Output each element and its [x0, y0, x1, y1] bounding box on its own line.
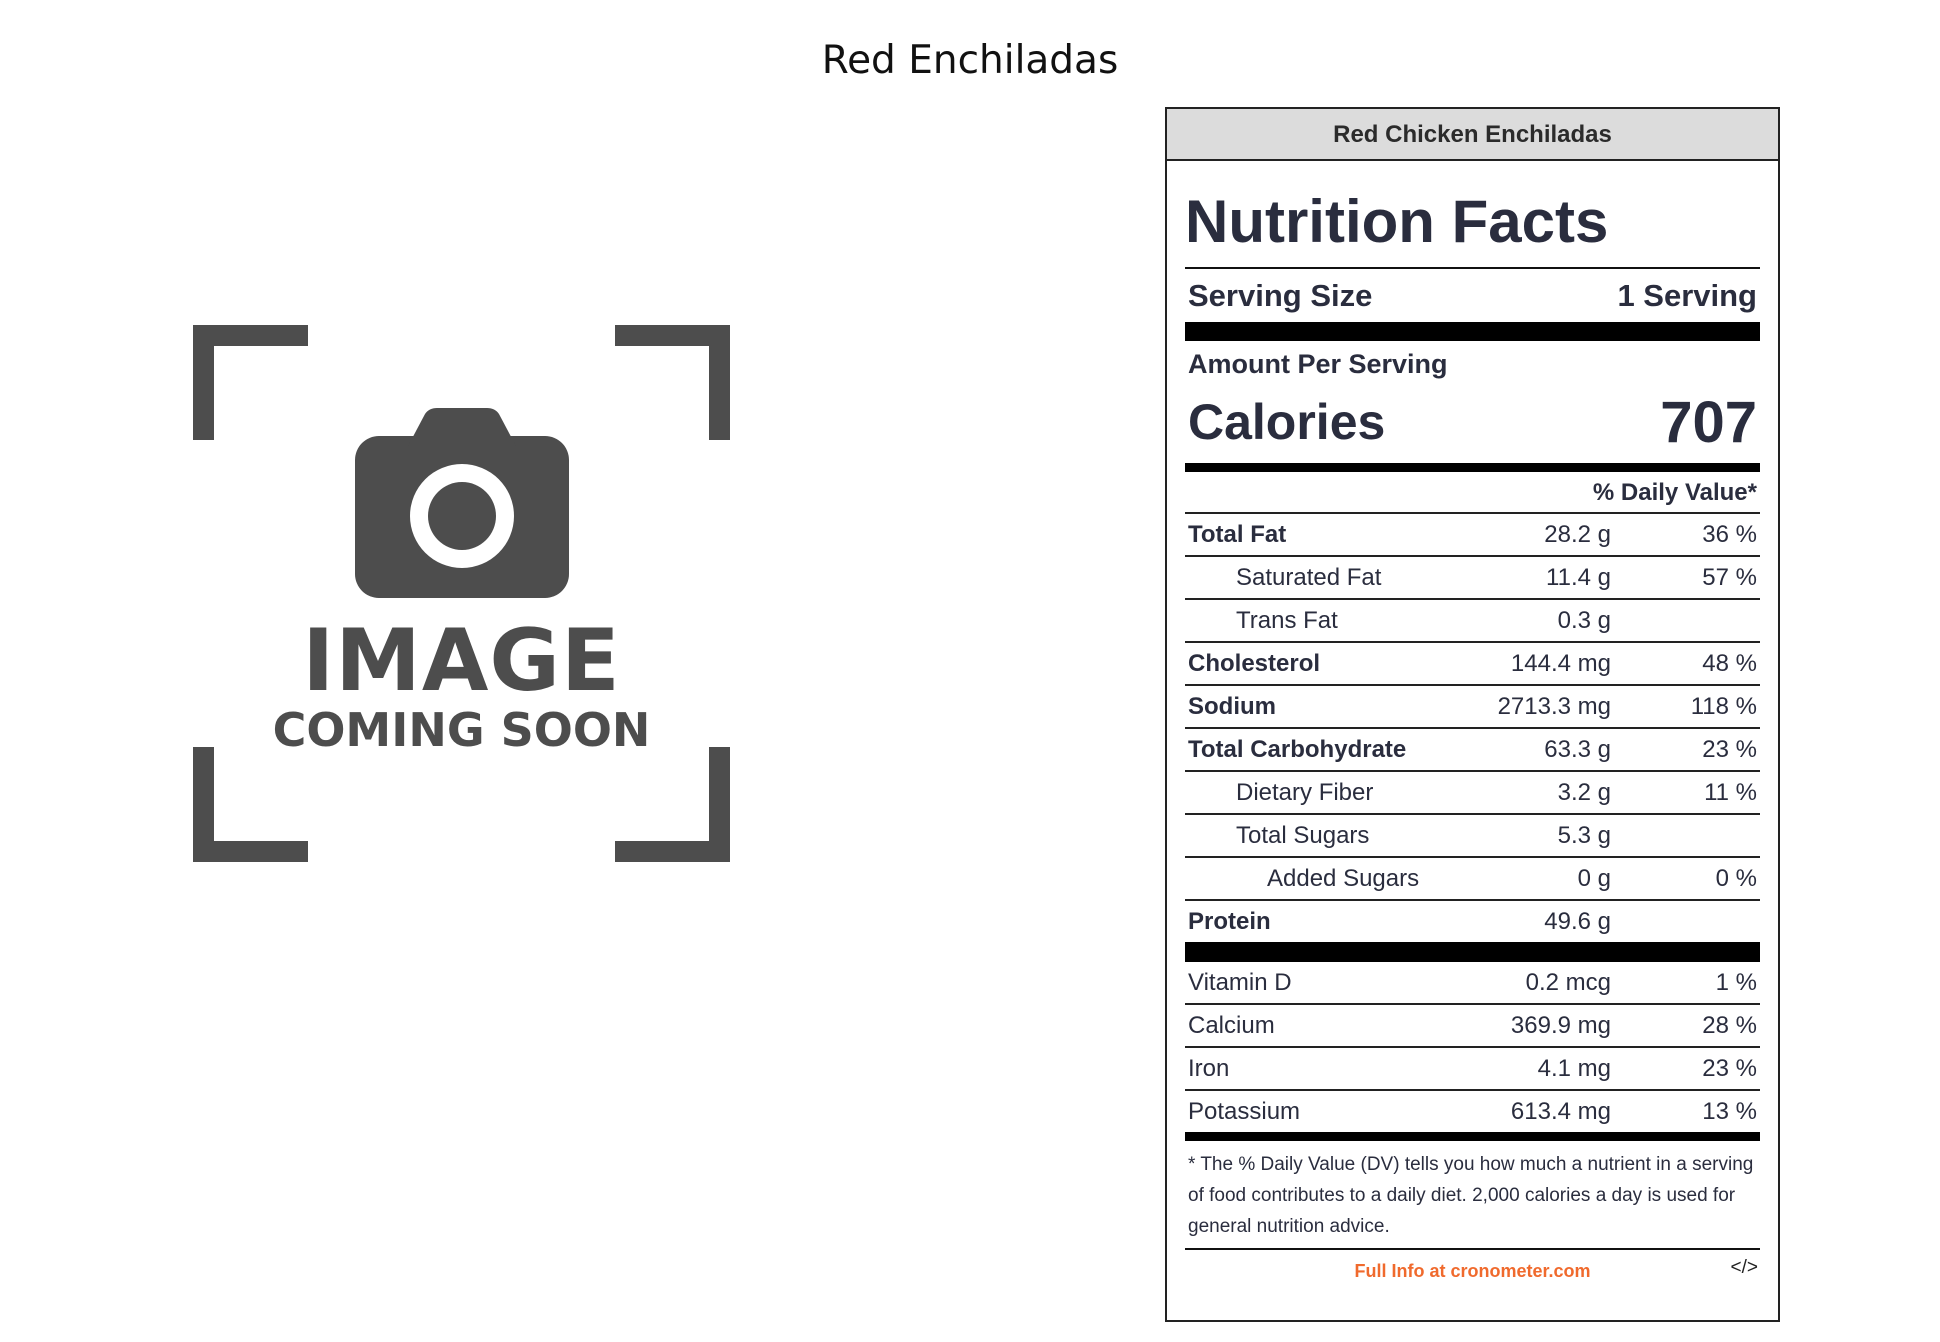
nutrient-name: Total Sugars: [1236, 821, 1370, 849]
daily-value-footnote: * The % Daily Value (DV) tells you how m…: [1188, 1154, 1754, 1237]
nutrient-row: Added Sugars 0 g 0 %: [1185, 856, 1760, 899]
vitamin-name: Vitamin D: [1188, 968, 1292, 996]
nutrient-name: Protein: [1188, 907, 1271, 935]
serving-size-label: Serving Size: [1188, 277, 1373, 313]
nutrient-row: Sodium 2713.3 mg 118 %: [1185, 684, 1760, 727]
nutrient-amount: 0 g: [1577, 864, 1611, 892]
vitamin-dv: 23 %: [1702, 1054, 1757, 1082]
nutrient-row: Trans Fat 0.3 g: [1185, 598, 1760, 641]
camera-icon: [355, 408, 569, 598]
frame-corner-bottom-right: [615, 747, 730, 862]
nutrient-dv: 57 %: [1702, 563, 1757, 591]
nutrient-name: Sodium: [1188, 692, 1276, 720]
nutrition-facts-title: Nutrition Facts: [1185, 188, 1609, 255]
frame-corner-top-left: [193, 325, 308, 440]
serving-size-row: Serving Size 1 Serving: [1185, 269, 1760, 322]
cronometer-link[interactable]: Full Info at cronometer.com: [1354, 1261, 1591, 1281]
nutrient-row: Total Fat 28.2 g 36 %: [1185, 512, 1760, 555]
frame-corner-bottom-left: [193, 747, 308, 862]
nutrient-amount: 11.4 g: [1546, 563, 1611, 591]
calories-label: Calories: [1188, 394, 1386, 450]
nutrient-amount: 3.2 g: [1557, 778, 1611, 806]
vitamin-dv: 28 %: [1702, 1011, 1757, 1039]
nutrient-dv: 48 %: [1702, 649, 1757, 677]
nutrient-name: Total Carbohydrate: [1188, 735, 1407, 763]
divider-thick: [1185, 322, 1760, 341]
calories-row: Calories 707: [1185, 387, 1760, 457]
vitamin-amount: 613.4 mg: [1510, 1097, 1611, 1125]
nutrient-amount: 5.3 g: [1557, 821, 1611, 849]
vitamin-dv: 13 %: [1702, 1097, 1757, 1125]
vitamin-row: Calcium 369.9 mg 28 %: [1185, 1005, 1760, 1048]
vitamin-row: Potassium 613.4 mg 13 %: [1185, 1091, 1760, 1132]
recipe-name: Red Chicken Enchiladas: [1167, 109, 1778, 161]
nutrient-name: Trans Fat: [1236, 606, 1338, 634]
nutrient-dv: 36 %: [1702, 520, 1757, 548]
divider: [1185, 267, 1760, 269]
nutrient-name: Saturated Fat: [1236, 563, 1382, 591]
nutrient-amount: 2713.3 mg: [1497, 692, 1611, 720]
vitamin-amount: 4.1 mg: [1537, 1054, 1611, 1082]
frame-corner-top-right: [615, 325, 730, 440]
vitamin-dv: 1 %: [1715, 968, 1757, 996]
nutrient-name: Dietary Fiber: [1236, 778, 1374, 806]
vitamin-row: Iron 4.1 mg 23 %: [1185, 1048, 1760, 1091]
nutrient-row: Saturated Fat 11.4 g 57 %: [1185, 555, 1760, 598]
amount-per-serving: Amount Per Serving: [1188, 349, 1448, 379]
nutrient-name: Cholesterol: [1188, 649, 1321, 677]
nutrient-row: Cholesterol 144.4 mg 48 %: [1185, 641, 1760, 684]
nutrient-name: Added Sugars: [1267, 864, 1420, 892]
daily-value-header: % Daily Value*: [1592, 479, 1757, 506]
label-footer: Full Info at cronometer.com </>: [1185, 1250, 1760, 1292]
nutrient-row: Total Sugars 5.3 g: [1185, 813, 1760, 856]
nutrient-name: Total Fat: [1188, 520, 1287, 548]
nutrient-amount: 144.4 mg: [1510, 649, 1611, 677]
serving-size-value: 1 Serving: [1617, 277, 1757, 313]
placeholder-title: IMAGE: [302, 611, 621, 711]
divider-medium: [1185, 463, 1760, 472]
vitamin-name: Calcium: [1188, 1011, 1275, 1039]
nutrient-amount: 28.2 g: [1544, 520, 1611, 548]
vitamin-amount: 0.2 mcg: [1525, 968, 1611, 996]
divider: [1185, 1248, 1760, 1250]
divider-medium: [1185, 1132, 1760, 1141]
vitamin-amount: 369.9 mg: [1510, 1011, 1611, 1039]
nutrient-row: Total Carbohydrate 63.3 g 23 %: [1185, 727, 1760, 770]
nutrient-amount: 49.6 g: [1544, 907, 1611, 935]
nutrient-dv: 11 %: [1704, 778, 1757, 806]
embed-code-icon[interactable]: </>: [1730, 1257, 1758, 1278]
nutrient-dv: 0 %: [1715, 864, 1757, 892]
placeholder-subtitle: COMING SOON: [272, 703, 651, 757]
nutrient-dv: 23 %: [1702, 735, 1757, 763]
vitamin-name: Iron: [1188, 1054, 1230, 1082]
vitamin-name: Potassium: [1188, 1097, 1301, 1125]
nutrient-amount: 63.3 g: [1544, 735, 1611, 763]
divider-thick: [1185, 942, 1760, 962]
page-title: Red Enchiladas: [821, 38, 1119, 83]
vitamin-row: Vitamin D 0.2 mcg 1 %: [1185, 962, 1760, 1005]
image-placeholder: IMAGE COMING SOON: [193, 325, 730, 862]
calories-value: 707: [1660, 389, 1757, 455]
nutrient-row: Protein 49.6 g: [1185, 899, 1760, 942]
nutrient-row: Dietary Fiber 3.2 g 11 %: [1185, 770, 1760, 813]
nutrient-amount: 0.3 g: [1557, 606, 1611, 634]
nutrient-dv: 118 %: [1690, 692, 1757, 720]
nutrition-label: Red Chicken Enchiladas Nutrition Facts S…: [1165, 107, 1780, 1322]
